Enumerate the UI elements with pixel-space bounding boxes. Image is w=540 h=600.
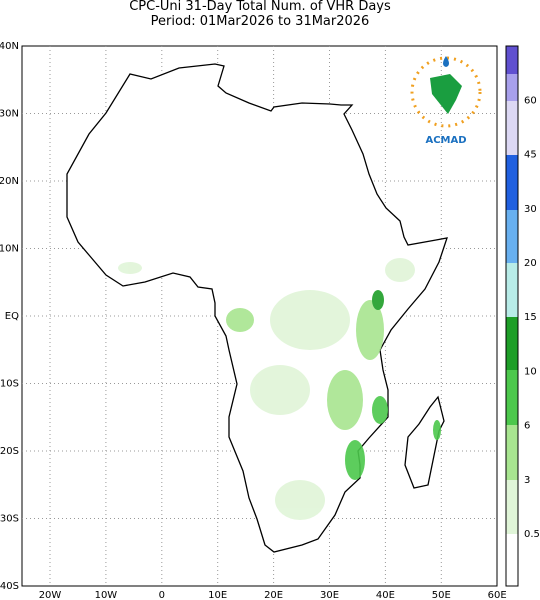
lat-label: 30S (0, 514, 19, 525)
colorbar-label: 60 (524, 95, 537, 106)
colorbar (505, 45, 519, 587)
colorbar-label: 45 (524, 150, 537, 161)
lat-label: 30N (0, 109, 19, 120)
colorbar-label: 6 (524, 421, 530, 432)
lon-label: 50E (432, 590, 451, 600)
lon-label: 40E (376, 590, 395, 600)
lat-label: 40S (0, 581, 19, 592)
lon-label: 30E (320, 590, 339, 600)
lon-label: 10W (95, 590, 118, 600)
colorbar-label: 3 (524, 475, 530, 486)
lon-label: 20W (39, 590, 62, 600)
madagascar (404, 395, 445, 489)
lat-label: EQ (5, 311, 19, 322)
vhr-areas (118, 258, 441, 520)
acmad-logo: ACMAD (410, 56, 482, 146)
colorbar-label: 30 (524, 204, 537, 215)
colorbar-label: 10 (524, 366, 537, 377)
subtitle: Period: 01Mar2026 to 31Mar2026 (151, 14, 370, 29)
logo-text: ACMAD (425, 135, 466, 146)
lat-label: 10N (0, 244, 19, 255)
colorbar-label: 20 (524, 258, 537, 269)
lon-label: 10E (208, 590, 227, 600)
lon-label: 0 (159, 590, 165, 600)
lat-label: 10S (0, 379, 19, 390)
lon-label: 20E (264, 590, 283, 600)
colorbar-label: 15 (524, 312, 537, 323)
colorbar-label: 0.5 (524, 529, 540, 540)
title: CPC-Uni 31-Day Total Num. of VHR Days (129, 0, 391, 14)
lat-label: 40N (0, 41, 19, 52)
lon-label: 60E (488, 590, 507, 600)
africa-outline (66, 63, 448, 553)
lat-label: 20S (0, 446, 19, 457)
lat-label: 20N (0, 176, 19, 187)
